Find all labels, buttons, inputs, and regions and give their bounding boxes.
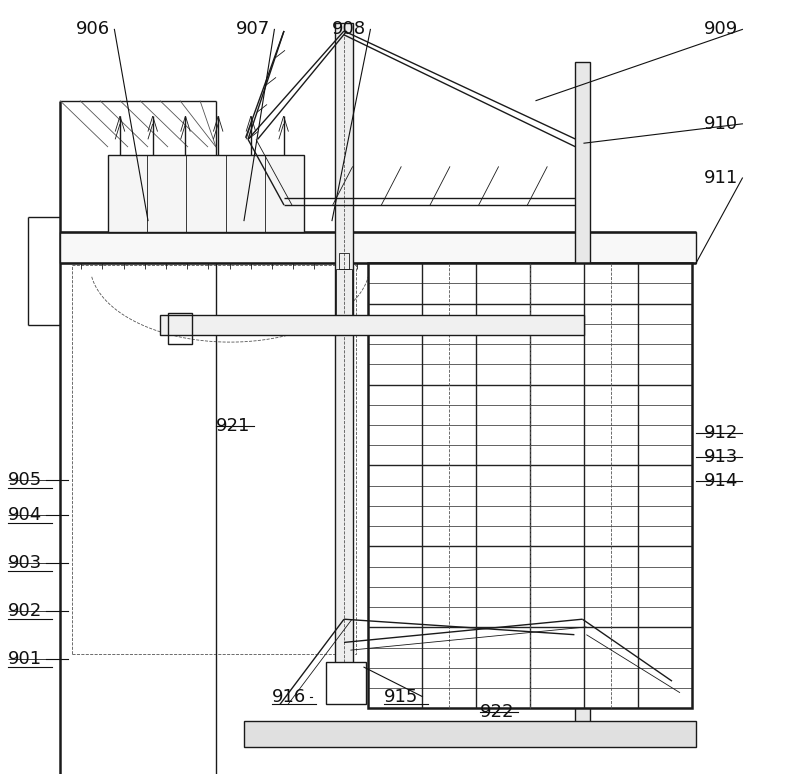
Bar	[368, 263, 692, 708]
Text: 915: 915	[384, 687, 418, 706]
Bar	[72, 265, 356, 654]
Bar	[339, 254, 349, 269]
Bar	[244, 721, 696, 747]
Bar	[326, 662, 366, 704]
Bar	[575, 62, 590, 724]
Text: 922: 922	[480, 703, 514, 721]
Text: 909: 909	[704, 20, 738, 39]
Text: 908: 908	[332, 20, 366, 39]
Text: 906: 906	[76, 20, 110, 39]
Text: 901: 901	[8, 650, 42, 669]
Text: 914: 914	[704, 472, 738, 491]
Text: 905: 905	[8, 471, 42, 489]
Text: 912: 912	[704, 424, 738, 443]
Text: 910: 910	[704, 115, 738, 133]
Bar	[60, 232, 696, 263]
Bar	[160, 316, 584, 334]
Text: 916: 916	[272, 687, 306, 706]
Text: 902: 902	[8, 602, 42, 621]
Bar	[336, 269, 352, 316]
Text: 904: 904	[8, 506, 42, 525]
Text: 911: 911	[704, 169, 738, 187]
Text: 907: 907	[236, 20, 270, 39]
Bar	[335, 23, 353, 673]
Bar	[108, 155, 304, 232]
Bar	[168, 313, 192, 344]
Text: 921: 921	[216, 416, 250, 435]
Text: 903: 903	[8, 554, 42, 573]
Text: 913: 913	[704, 447, 738, 466]
